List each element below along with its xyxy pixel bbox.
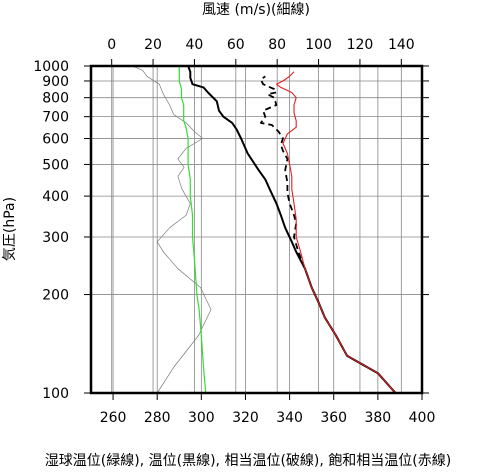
plot-frame [89, 64, 424, 395]
series-line-0 [132, 65, 212, 394]
top-tick-label: 20 [144, 37, 162, 53]
x-tick-label: 280 [144, 410, 171, 426]
top-tick-label: 140 [388, 37, 415, 53]
top-tick-label: 0 [107, 37, 116, 53]
tick-labels: 260 280 300 320 340 360 380 400 0 20 40 60 80 100 120 1… [33, 37, 435, 426]
series-line-3 [260, 75, 397, 394]
grid [91, 65, 423, 394]
top-tick-label: 40 [186, 37, 204, 53]
x-axis-label: 湿球温位(緑線), 温位(黒線), 相当温位(破線), 飽和相当温位(赤線) [45, 452, 451, 469]
y-tick-label: 800 [42, 91, 69, 107]
y-tick-label: 1000 [33, 59, 69, 75]
top-tick-label: 60 [227, 37, 245, 53]
y-tick-label: 700 [42, 110, 69, 126]
x-tick-label: 400 [409, 410, 436, 426]
y-axis-label: 気圧(hPa) [2, 197, 18, 261]
x-tick-label: 300 [188, 410, 215, 426]
series-layer [132, 65, 397, 394]
x-tick-label: 360 [320, 410, 347, 426]
y-tick-label: 500 [42, 157, 69, 173]
y-tick-label: 600 [42, 132, 69, 148]
top-tick-label: 80 [268, 37, 286, 53]
top-tick-label: 100 [305, 37, 332, 53]
y-tick-label: 300 [42, 230, 69, 246]
series-line-4 [275, 71, 396, 394]
x-tick-label: 320 [232, 410, 259, 426]
y-tick-label: 900 [42, 74, 69, 90]
top-tick-label: 120 [347, 37, 374, 53]
top-axis-title: 風速 (m/s)(細線) [202, 2, 310, 18]
y-tick-label: 100 [42, 386, 69, 402]
x-tick-label: 260 [100, 410, 127, 426]
series-line-1 [178, 66, 207, 394]
x-tick-label: 340 [276, 410, 303, 426]
y-tick-label: 200 [42, 288, 69, 304]
x-tick-label: 380 [364, 410, 391, 426]
series-line-2 [187, 65, 397, 394]
y-tick-label: 400 [42, 189, 69, 205]
